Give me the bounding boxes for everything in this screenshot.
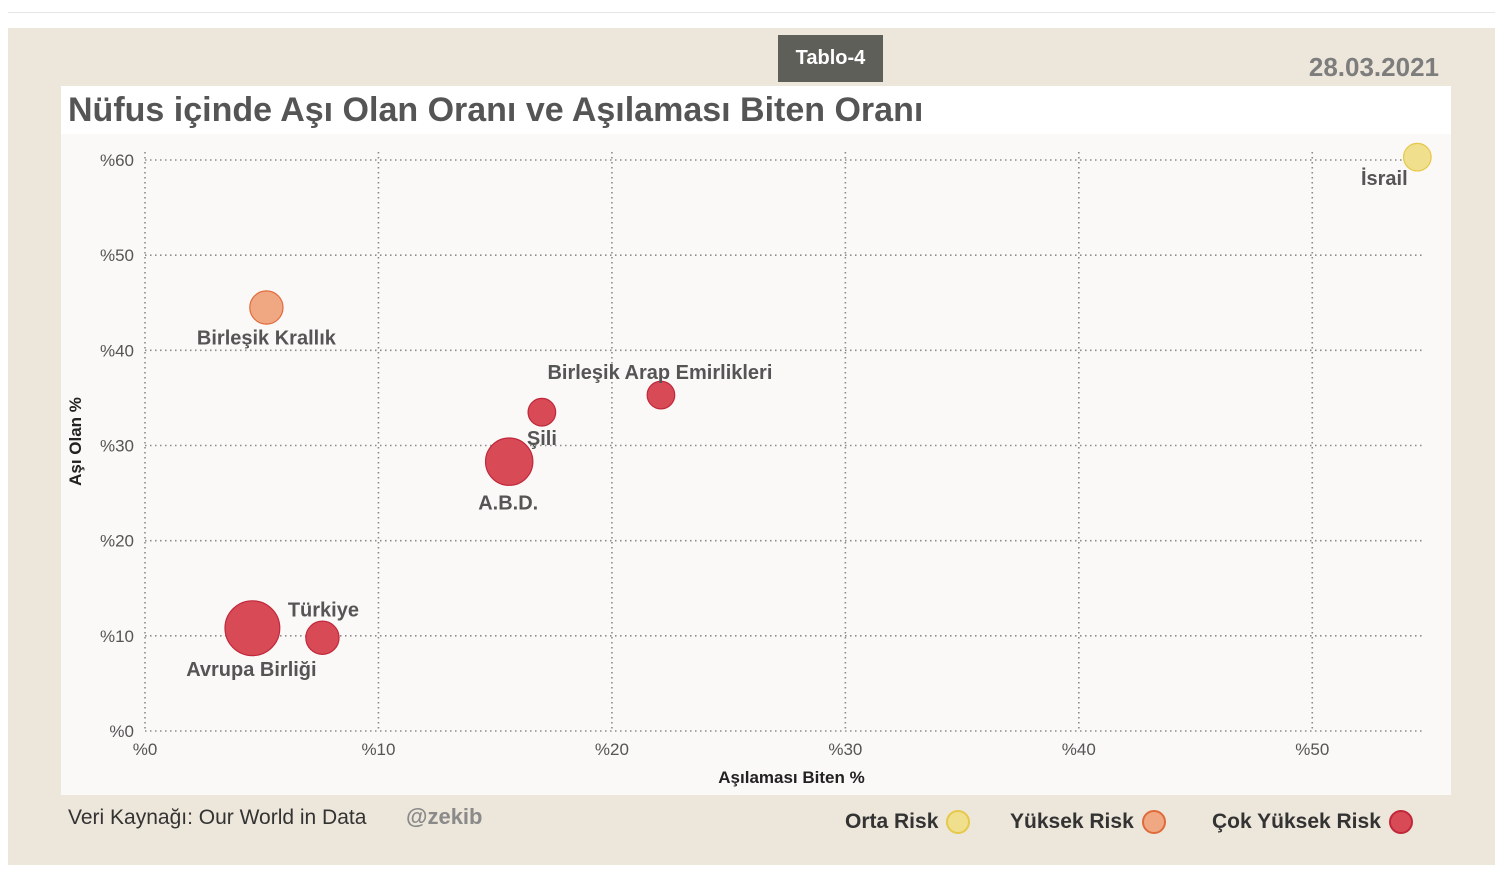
data-point (1402, 142, 1432, 172)
point-label: Türkiye (288, 600, 359, 622)
x-tick-label: %40 (1062, 740, 1096, 759)
point-label: Birleşik Arap Emirlikleri (547, 362, 772, 384)
point-labels: İsrail Birleşik Krallık Birleşik Arap Emir… (186, 167, 1407, 681)
data-source: Veri Kaynağı: Our World in Data (68, 806, 367, 829)
legend-item-orta: Orta Risk (845, 810, 971, 834)
point-label: Şili (527, 428, 557, 450)
plot-background (61, 134, 1451, 795)
chart-title: Nüfus içinde Aşı Olan Oranı ve Aşılaması… (68, 91, 924, 129)
legend-swatch-yuksek (1141, 810, 1166, 834)
y-tick-label: %60 (100, 151, 134, 170)
point-label: A.B.D. (478, 493, 538, 515)
y-tick-label: %30 (100, 437, 134, 456)
legend-swatch-cok-yuksek (1388, 810, 1413, 834)
data-point (305, 620, 340, 655)
title-bar (61, 86, 1451, 134)
legend-label: Çok Yüksek Risk (1212, 810, 1381, 833)
data-point (646, 380, 676, 410)
x-axis-label: Aşılaması Biten % (718, 768, 864, 787)
y-tick-label: %10 (100, 627, 134, 646)
x-tick-label: %20 (595, 740, 629, 759)
x-tick-label: %0 (133, 740, 158, 759)
point-label: Birleşik Krallık (197, 328, 337, 350)
report-date: 28.03.2021 (1308, 52, 1439, 82)
legend-item-yuksek: Yüksek Risk (1010, 810, 1166, 834)
point-label: İsrail (1361, 167, 1408, 190)
grid-lines (144, 152, 1422, 732)
x-tick-label: %50 (1295, 740, 1329, 759)
point-label: Avrupa Birliği (186, 659, 316, 681)
x-tick-label: %30 (828, 740, 862, 759)
y-tick-label: %40 (100, 341, 134, 360)
data-point (527, 397, 557, 427)
legend-label: Yüksek Risk (1010, 810, 1134, 833)
data-point (224, 600, 281, 657)
legend-swatch-orta (946, 810, 971, 834)
author-handle: @zekib (406, 804, 483, 829)
y-axis-label: Aşı Olan % (66, 397, 85, 486)
top-divider (8, 12, 1495, 13)
x-tick-label: %10 (361, 740, 395, 759)
legend-label: Orta Risk (845, 810, 939, 833)
table-badge: Tablo-4 (778, 35, 883, 82)
legend-item-cok-yuksek: Çok Yüksek Risk (1212, 810, 1413, 834)
axes: %0 %10 %20 %30 %40 %50 %60 %0 %10 %20 %30 %40 %50 Aşı… (66, 151, 1329, 787)
data-point (249, 290, 284, 325)
y-tick-label: %50 (100, 246, 134, 265)
data-point (484, 437, 534, 486)
y-tick-label: %0 (109, 722, 134, 741)
data-points (224, 142, 1432, 657)
y-tick-label: %20 (100, 532, 134, 551)
